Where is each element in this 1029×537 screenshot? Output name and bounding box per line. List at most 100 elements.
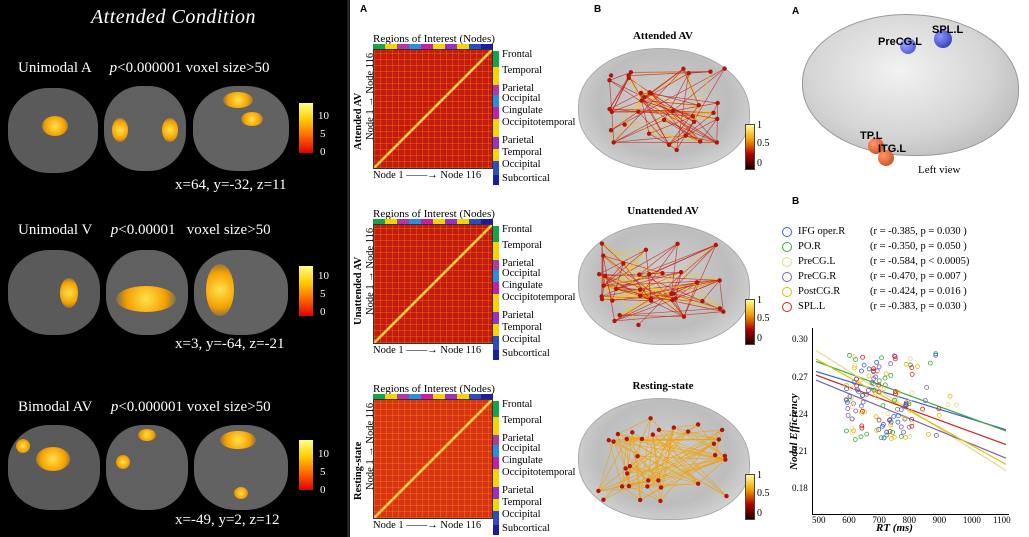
scatter-svg (815, 349, 1007, 472)
network-node (636, 322, 641, 328)
scatter-point (848, 386, 854, 391)
scatter-point (887, 429, 893, 434)
scatter-point (882, 375, 888, 381)
scatter-point (854, 376, 859, 382)
network-edge (623, 263, 685, 317)
network-edge (623, 263, 641, 296)
scatter-point (876, 382, 882, 388)
scatter-point (893, 391, 898, 397)
network-graph (597, 241, 726, 328)
scatter-point (874, 359, 880, 365)
x-tick-label: 600 (842, 515, 856, 525)
network-edge (603, 263, 624, 286)
scatter-point (896, 413, 901, 419)
roi-bar (493, 350, 499, 360)
network-edge (641, 72, 689, 101)
scatter-point (893, 398, 899, 403)
network-node (674, 147, 679, 153)
roi-bar (493, 282, 499, 294)
sagittal-slice (8, 250, 100, 335)
network-node (648, 416, 653, 421)
roi-color-strip (373, 394, 493, 399)
coronal-slice (106, 250, 188, 335)
network-node (615, 431, 621, 437)
legend-stat: (r = -0.584, p < 0.0005) (870, 256, 970, 267)
roi-bar (493, 511, 499, 525)
network-edge (601, 289, 641, 297)
network-edge (608, 440, 623, 487)
row-name: Bimodal AV (18, 399, 93, 415)
connectivity-matrix (373, 399, 493, 519)
scatter-point (844, 399, 850, 405)
edge-colorbar-label: 0 (757, 158, 762, 169)
scatter-point (936, 412, 942, 418)
x-tick-label: 1100 (992, 515, 1011, 525)
roi-label: Temporal (502, 415, 543, 426)
network-node (617, 313, 622, 318)
legend-stat: (r = -0.385, p = 0.030 ) (870, 226, 967, 237)
colorbar-label-mid: 5 (320, 466, 326, 478)
region-label: SPL.L (932, 24, 964, 36)
network-edge (626, 438, 726, 460)
network-node (671, 425, 677, 430)
scatter-point (892, 354, 898, 359)
scatter-point (888, 436, 894, 441)
scatter-point (890, 429, 896, 435)
network-edge (601, 243, 604, 286)
legend-row: PreCG.R (r = -0.470, p = 0.007 ) (782, 271, 969, 286)
network-title: Unattended AV (627, 205, 699, 217)
network-edge (640, 92, 718, 104)
network-node (717, 278, 722, 283)
network-node (606, 438, 611, 443)
roi-label: Occipital (502, 443, 541, 454)
scatter-point (849, 399, 855, 405)
network-node (681, 314, 687, 319)
network-edge (639, 243, 678, 275)
network-edge (671, 243, 678, 295)
scatter-point (858, 403, 864, 409)
region-label: ITG.L (878, 143, 907, 155)
scatter-point (876, 417, 882, 423)
network-edge (611, 100, 642, 113)
network-edge (611, 111, 615, 143)
scatter-point (909, 365, 915, 370)
network-node (608, 73, 614, 78)
scatter-point (873, 374, 879, 380)
network-edge (640, 243, 678, 296)
scatter-point (874, 369, 880, 375)
network-node (611, 140, 616, 145)
scatter-point (859, 423, 865, 429)
network-edge (609, 77, 630, 110)
regression-line (815, 358, 1007, 465)
network-edge (603, 427, 675, 500)
roi-label: Cingulate (502, 455, 543, 466)
network-edge (652, 434, 661, 502)
legend-marker (782, 271, 792, 282)
node-axis-label: Node 1 → Node 116 (365, 227, 376, 315)
network-edge (609, 108, 674, 112)
network-edge (603, 255, 650, 275)
network-node (650, 432, 656, 437)
network-edge (647, 459, 726, 487)
row-name: Unimodal V (18, 222, 93, 238)
roi-label: Temporal (502, 497, 543, 508)
scatter-point (851, 354, 857, 360)
correlation-legend: IFG oper.R (r = -0.385, p = 0.030 ) PO.R (r… (782, 226, 969, 316)
network-edge (598, 486, 623, 492)
scatter-point (888, 361, 894, 367)
scatter-point (859, 368, 864, 374)
roi-bar (493, 161, 499, 175)
scatter-point (885, 411, 891, 417)
network-node (597, 272, 602, 277)
scatter-point (852, 363, 858, 369)
p-symbol: p (110, 399, 119, 415)
scatter-point (845, 406, 851, 411)
sagittal-slice (8, 425, 100, 510)
roi-bar (493, 445, 499, 457)
network-edge (663, 73, 690, 121)
scatter-point (898, 424, 904, 430)
scatter-point (901, 429, 906, 435)
network-node (602, 273, 608, 279)
network-node (639, 98, 644, 103)
network-node (612, 318, 617, 324)
